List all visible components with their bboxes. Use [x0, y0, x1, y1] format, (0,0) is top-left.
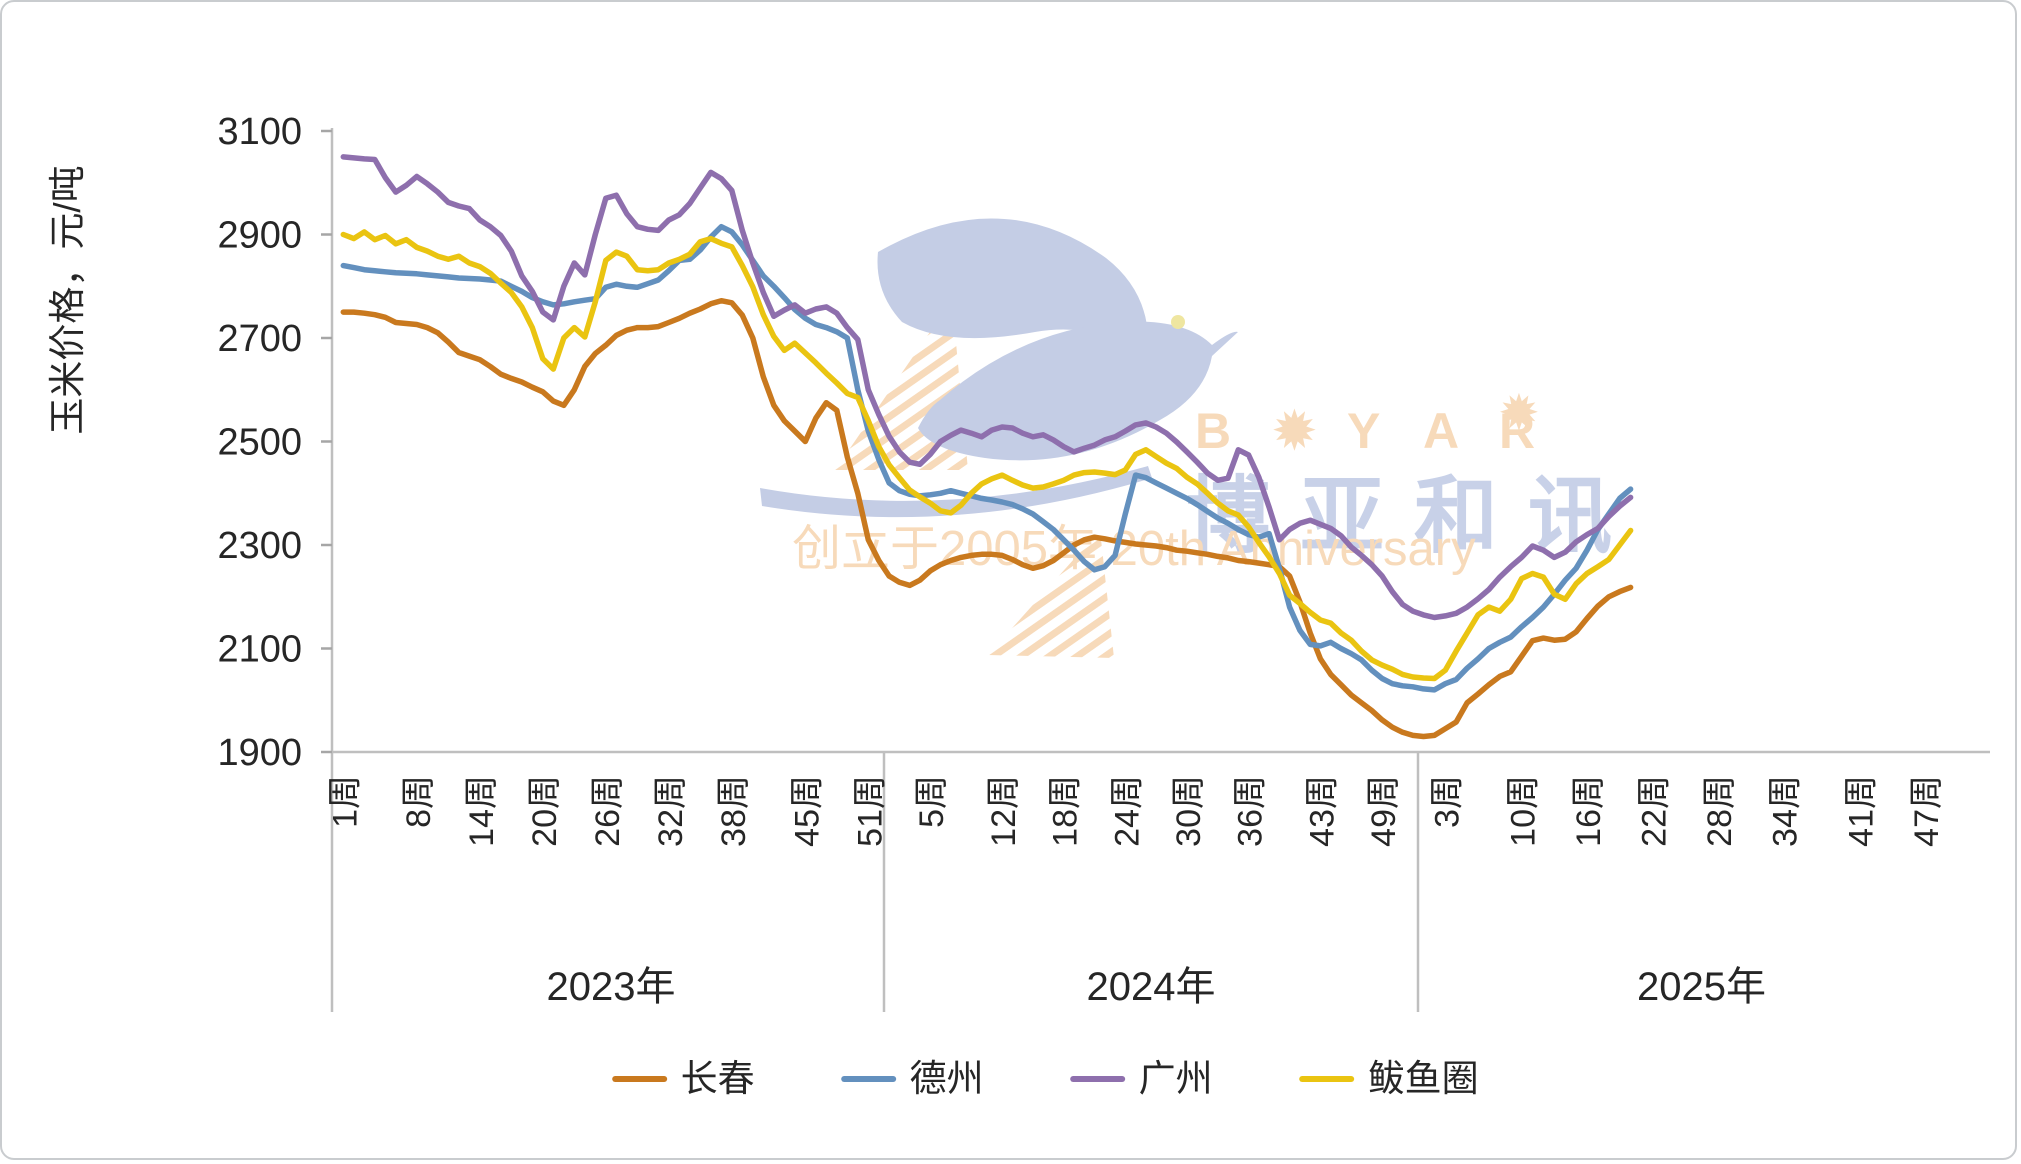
legend-swatch-guangzhou: [1069, 1075, 1125, 1082]
year-label: 2024年: [1087, 965, 1216, 1009]
x-axis-week-label: 16周: [1570, 775, 1608, 847]
x-axis-week-label: 24周: [1108, 775, 1146, 847]
x-axis-week-label: 8周: [400, 775, 438, 828]
y-axis-title: 玉米价格，元/吨: [47, 165, 88, 434]
x-axis-week-label: 5周: [913, 775, 951, 828]
dove-logo: [760, 218, 1238, 518]
legend-label-changchun: 长春: [680, 1058, 755, 1099]
dove-eye-icon: [1171, 315, 1185, 329]
x-axis-week-label: 36周: [1232, 775, 1270, 847]
y-tick-label: 2500: [217, 422, 302, 464]
x-axis-week-label: 26周: [589, 775, 627, 847]
x-axis-week-label: 49周: [1365, 775, 1403, 847]
x-axis-week-label: 10周: [1505, 775, 1543, 847]
brand-en-watermark: B ✹ Y A R✹: [1195, 385, 1540, 462]
year-label: 2025年: [1637, 965, 1766, 1009]
legend-swatch-changchun: [611, 1075, 667, 1082]
sunburst-icon: ✹: [1498, 385, 1540, 441]
legend-item-guangzhou: 广州: [1069, 1058, 1213, 1099]
series-line-bayuquan: [340, 229, 1634, 682]
x-axis-week-label: 47周: [1908, 775, 1946, 847]
y-tick-label: 3100: [217, 111, 302, 153]
x-axis-week-label: 28周: [1701, 775, 1739, 847]
x-axis-week-label: 41周: [1843, 775, 1881, 847]
legend-item-dezhou: 德州: [840, 1058, 984, 1099]
x-axis-week-label: 22周: [1635, 775, 1673, 847]
legend-item-changchun: 长春: [611, 1058, 755, 1099]
x-axis-week-label: 3周: [1428, 775, 1466, 828]
brand-letter: Y: [1347, 403, 1380, 459]
legend-label-guangzhou: 广州: [1138, 1058, 1213, 1099]
axes: [321, 128, 1990, 1012]
x-axis-week-label: 32周: [652, 775, 690, 847]
x-axis-week-label: 1周: [326, 775, 364, 828]
y-tick-label: 1900: [217, 732, 302, 774]
legend-label-dezhou: 德州: [909, 1058, 984, 1099]
axis-labels: 3100 2900 2700 2500 2300 2100 1900 1周 8周 14周 20周 26…: [47, 111, 1946, 1009]
x-axis-week-label: 30周: [1170, 775, 1208, 847]
legend-item-bayuquan: 鲅鱼圈: [1298, 1058, 1479, 1099]
brand-letter: R: [1499, 403, 1535, 459]
y-tick-label: 2700: [217, 318, 302, 360]
chart-legend: 长春 德州 广州 鲅鱼圈: [611, 1058, 1479, 1099]
y-tick-label: 2300: [217, 525, 302, 567]
year-label: 2023年: [547, 965, 676, 1009]
x-axis-week-label: 12周: [985, 775, 1023, 847]
x-axis-week-label: 34周: [1766, 775, 1804, 847]
brand-letter: B: [1195, 403, 1231, 459]
x-axis-week-label: 18周: [1047, 775, 1085, 847]
series-lines: [340, 154, 1634, 740]
x-axis-week-label: 20周: [526, 775, 564, 847]
x-axis-week-label: 43周: [1303, 775, 1341, 847]
legend-swatch-bayuquan: [1298, 1075, 1354, 1082]
legend-label-bayuquan: 鲅鱼圈: [1367, 1058, 1479, 1099]
x-axis-week-label: 51周: [851, 775, 889, 847]
series-line-changchun: [340, 297, 1634, 740]
anniversary-watermark: 创立于2005年 20th Anniversary: [792, 522, 1476, 576]
y-tick-label: 2100: [217, 629, 302, 671]
sunburst-icon: ✹: [1271, 399, 1318, 462]
legend-swatch-dezhou: [840, 1075, 896, 1082]
y-tick-label: 2900: [217, 215, 302, 257]
x-axis-week-label: 14周: [463, 775, 501, 847]
brand-letter: A: [1423, 403, 1459, 459]
x-axis-week-label: 45周: [788, 775, 826, 847]
series-line-guangzhou: [340, 154, 1634, 621]
x-axis-week-label: 38周: [715, 775, 753, 847]
